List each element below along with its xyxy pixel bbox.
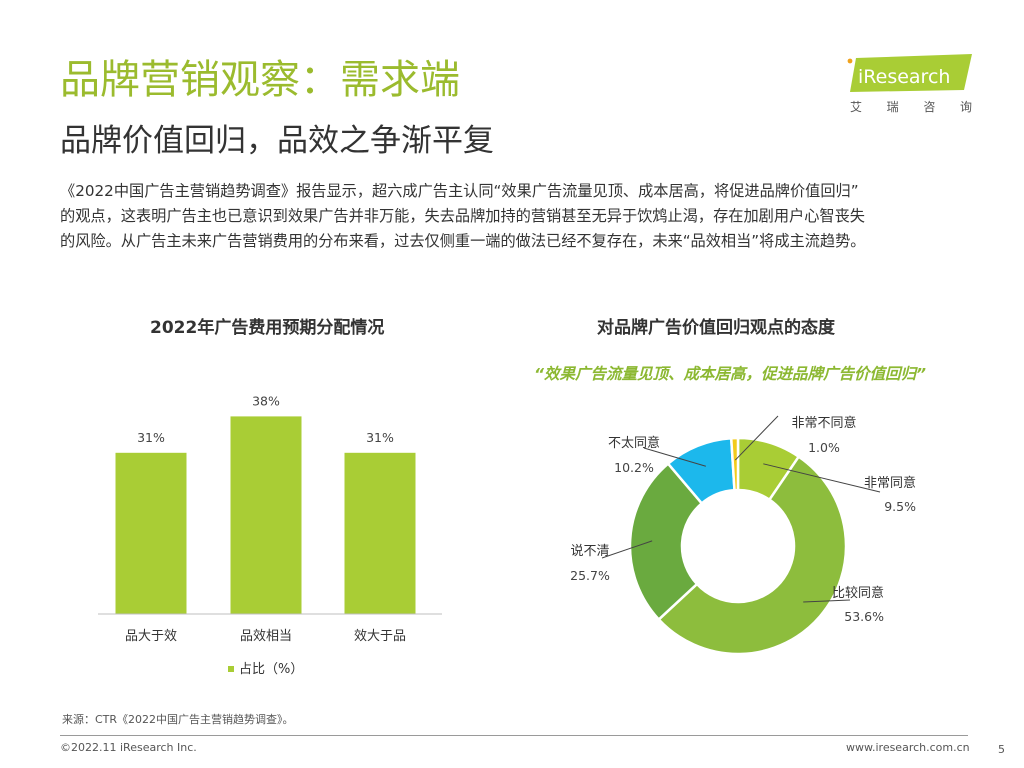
donut-chart-title: 对品牌广告价值回归观点的态度 bbox=[597, 318, 835, 338]
bar-value-label: 31% bbox=[366, 430, 394, 445]
bar bbox=[344, 452, 416, 614]
website-link[interactable]: www.iresearch.com.cn bbox=[846, 741, 970, 754]
bar bbox=[115, 452, 187, 614]
bar-chart-title: 2022年广告费用预期分配情况 bbox=[150, 318, 385, 338]
slice-value-label: 10.2% bbox=[614, 460, 654, 475]
iresearch-logo: iResearch bbox=[847, 54, 972, 92]
logo-chinese-name: 艾 瑞 咨 询 bbox=[850, 98, 972, 115]
slice-value-label: 25.7% bbox=[570, 568, 610, 583]
legend-swatch bbox=[228, 666, 234, 672]
donut-slice bbox=[628, 461, 704, 622]
slice-value-label: 53.6% bbox=[844, 609, 884, 624]
leader-line bbox=[734, 415, 779, 461]
slice-value-label: 9.5% bbox=[884, 499, 916, 514]
slice-name-label: 比较同意 bbox=[832, 585, 884, 601]
logo-banner-shape bbox=[850, 54, 972, 92]
page-subtitle: 品牌价值回归，品效之争渐平复 bbox=[60, 123, 494, 159]
copyright-text: ©2022.11 iResearch Inc. bbox=[60, 741, 197, 754]
donut-slice bbox=[729, 436, 740, 492]
legend-label: 占比（%） bbox=[239, 662, 303, 677]
bar-category-label: 品大于效 bbox=[125, 629, 177, 644]
bar-value-label: 38% bbox=[252, 393, 280, 408]
leader-line bbox=[601, 540, 653, 559]
intro-line: 《2022中国广告主营销趋势调查》报告显示，超六成广告主认同“效果广告流量见顶、… bbox=[60, 182, 859, 200]
logo-char: 艾 bbox=[850, 100, 863, 114]
logo-dot-icon bbox=[847, 58, 853, 64]
slice-value-label: 1.0% bbox=[808, 440, 840, 455]
bar-value-label: 31% bbox=[137, 430, 165, 445]
leader-line bbox=[643, 447, 706, 467]
donut-slice bbox=[657, 454, 848, 656]
leader-line bbox=[803, 599, 851, 603]
bar bbox=[230, 416, 302, 614]
logo-char: 咨 bbox=[923, 100, 936, 114]
footer-divider bbox=[60, 735, 968, 736]
survey-statement: “效果广告流量见顶、成本居高，促进品牌广告价值回归” bbox=[534, 365, 926, 383]
page-number: 5 bbox=[998, 743, 1005, 756]
donut-chart: 非常同意 9.5% 比较同意 53.6% 说不清 25.7% 不太同意 10.2% 非常不同意 1… bbox=[570, 415, 916, 656]
logo-brand-text: iResearch bbox=[858, 66, 950, 88]
intro-paragraph: 《2022中国广告主营销趋势调查》报告显示，超六成广告主认同“效果广告流量见顶、… bbox=[60, 179, 980, 254]
slice-name-label: 说不清 bbox=[570, 544, 609, 559]
bar-category-label: 效大于品 bbox=[354, 629, 406, 644]
slice-name-label: 非常同意 bbox=[864, 475, 916, 491]
slice-name-label: 不太同意 bbox=[608, 435, 660, 451]
slice-name-label: 非常不同意 bbox=[791, 415, 856, 431]
bar-category-label: 品效相当 bbox=[240, 629, 292, 644]
source-note: 来源：CTR《2022中国广告主营销趋势调查》。 bbox=[62, 713, 294, 726]
logo-char: 瑞 bbox=[886, 100, 899, 114]
page-title: 品牌营销观察：需求端 bbox=[60, 57, 460, 103]
leader-line bbox=[763, 463, 881, 493]
intro-line: 的观点，这表明广告主也已意识到效果广告并非万能，失去品牌加持的营销甚至无异于饮鸩… bbox=[60, 207, 865, 225]
logo-char: 询 bbox=[959, 100, 972, 114]
intro-line: 的风险。从广告主未来广告营销费用的分布来看，过去仅侧重一端的做法已经不复存在，未… bbox=[60, 232, 866, 250]
